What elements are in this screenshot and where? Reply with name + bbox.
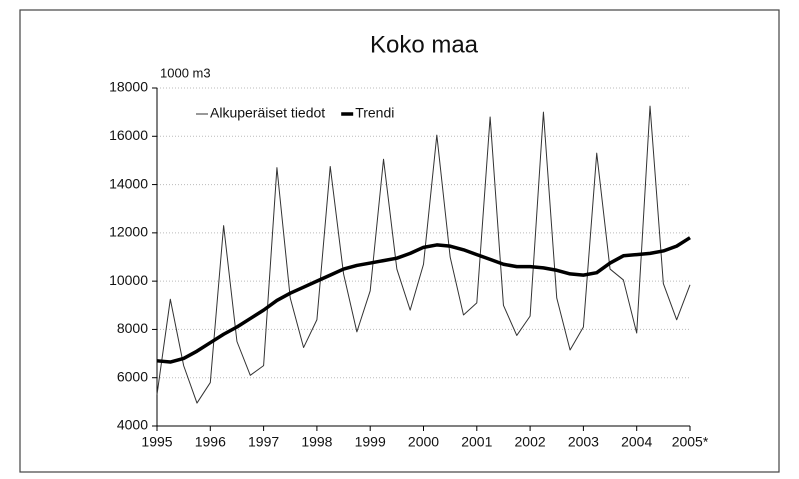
x-tick-label: 2002 — [515, 434, 546, 450]
y-tick-label: 4000 — [117, 417, 148, 433]
series-line — [156, 236, 691, 364]
chart-title: Koko maa — [370, 31, 479, 58]
x-tick-label: 2000 — [408, 434, 439, 450]
legend-label: Trendi — [355, 105, 394, 121]
legend-label: Alkuperäiset tiedot — [210, 105, 325, 121]
y-tick-label: 12000 — [109, 224, 148, 240]
x-tick-label: 2005* — [672, 434, 709, 450]
x-tick-label: 1996 — [195, 434, 226, 450]
x-tick-label: 2003 — [568, 434, 599, 450]
y-tick-label: 6000 — [117, 368, 148, 384]
y-tick-label: 8000 — [117, 320, 148, 336]
chart-frame — [19, 9, 780, 473]
y-tick-label: 10000 — [109, 272, 148, 288]
series-line — [156, 105, 691, 404]
x-tick-label: 1997 — [248, 434, 279, 450]
y-axis-unit: 1000 m3 — [160, 65, 211, 80]
y-tick-label: 18000 — [109, 79, 148, 95]
x-tick-label: 1995 — [141, 434, 172, 450]
x-tick-label: 1999 — [355, 434, 386, 450]
y-tick-label: 14000 — [109, 175, 148, 191]
x-tick-label: 2001 — [461, 434, 492, 450]
y-tick-label: 16000 — [109, 127, 148, 143]
x-tick-label: 1998 — [301, 434, 332, 450]
x-tick-label: 2004 — [621, 434, 652, 450]
